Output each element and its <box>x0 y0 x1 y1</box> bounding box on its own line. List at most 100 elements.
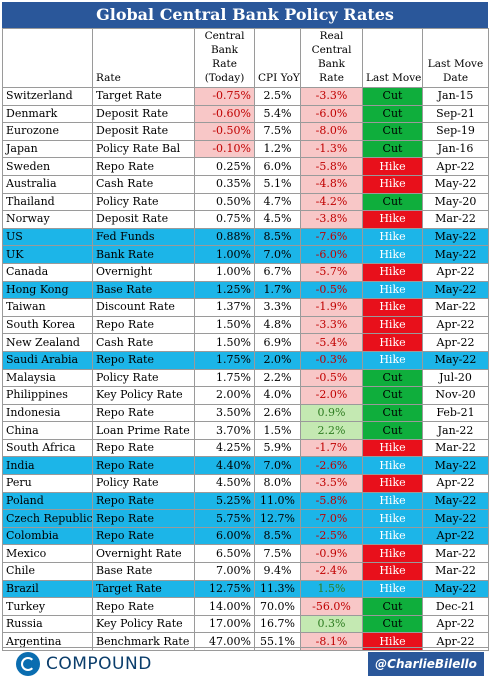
bank-rate-cell: 4.40% <box>194 456 255 476</box>
header-cpi: CPI YoY <box>254 28 301 88</box>
country-cell: India <box>2 456 93 476</box>
table-row: Brazil Target Rate 12.75% 11.3% 1.5% Hike May-… <box>2 579 489 599</box>
rate-name-cell: Base Rate <box>92 280 195 300</box>
table-row: UK Bank Rate 1.00% 7.0% -6.0% Hike May-22 <box>2 245 489 264</box>
rate-name-cell: Repo Rate <box>92 509 195 528</box>
last-move-date-cell: Apr-22 <box>422 526 489 546</box>
bank-rate-cell: -0.75% <box>194 87 255 106</box>
rate-name-cell: Policy Rate Bal <box>92 139 195 159</box>
table-title: Global Central Bank Policy Rates <box>2 2 488 28</box>
last-move-cell: Hike <box>362 562 423 581</box>
real-rate-cell: 0.9% <box>300 403 363 423</box>
real-rate-cell: -2.6% <box>300 456 363 476</box>
rate-name-cell: Repo Rate <box>92 597 195 616</box>
rate-name-cell: Cash Rate <box>92 333 195 352</box>
last-move-date-cell: Sep-21 <box>422 104 489 124</box>
cpi-cell: 2.5% <box>254 87 301 106</box>
rate-name-cell: Base Rate <box>92 562 195 581</box>
table-row: China Loan Prime Rate 3.70% 1.5% 2.2% Cut Jan-… <box>2 421 489 440</box>
last-move-date-cell: Apr-22 <box>422 474 489 493</box>
table-row: Colombia Repo Rate 6.00% 8.5% -2.5% Hike Apr-2… <box>2 526 489 546</box>
last-move-cell: Cut <box>362 104 423 124</box>
real-rate-cell: -3.8% <box>300 210 363 229</box>
cpi-cell: 7.0% <box>254 456 301 476</box>
bank-rate-cell: 12.75% <box>194 579 255 599</box>
real-rate-cell: -5.4% <box>300 333 363 352</box>
table-row: Thailand Policy Rate 0.50% 4.7% -4.2% Cut May-… <box>2 192 489 212</box>
rate-name-cell: Deposit Rate <box>92 210 195 229</box>
rate-name-cell: Fed Funds <box>92 227 195 247</box>
table-row: South Africa Repo Rate 4.25% 5.9% -1.7% Hike M… <box>2 438 489 458</box>
last-move-date-cell: May-22 <box>422 245 489 264</box>
bank-rate-cell: 1.50% <box>194 333 255 352</box>
last-move-date-cell: Nov-20 <box>422 386 489 405</box>
rate-name-cell: Loan Prime Rate <box>92 421 195 440</box>
last-move-cell: Hike <box>362 491 423 511</box>
real-rate-cell: -4.8% <box>300 174 363 194</box>
last-move-date-cell: May-22 <box>422 227 489 247</box>
last-move-cell: Hike <box>362 350 423 370</box>
rate-name-cell: Policy Rate <box>92 474 195 493</box>
last-move-date-cell: Feb-21 <box>422 403 489 423</box>
last-move-cell: Hike <box>362 632 423 651</box>
bank-rate-cell: 3.50% <box>194 403 255 423</box>
real-rate-cell: -0.5% <box>300 280 363 300</box>
table-row: US Fed Funds 0.88% 8.5% -7.6% Hike May-22 <box>2 227 489 247</box>
cpi-cell: 3.3% <box>254 298 301 317</box>
real-rate-cell: -1.3% <box>300 139 363 159</box>
cpi-cell: 2.6% <box>254 403 301 423</box>
bank-rate-cell: 17.00% <box>194 614 255 634</box>
last-move-date-cell: May-22 <box>422 456 489 476</box>
real-rate-cell: -3.5% <box>300 474 363 493</box>
last-move-cell: Cut <box>362 139 423 159</box>
last-move-cell: Cut <box>362 421 423 440</box>
real-rate-cell: -8.1% <box>300 632 363 651</box>
real-rate-cell: -56.0% <box>300 597 363 616</box>
real-rate-cell: -5.8% <box>300 491 363 511</box>
rate-name-cell: Repo Rate <box>92 350 195 370</box>
table-row: Japan Policy Rate Bal -0.10% 1.2% -1.3% Cut Ja… <box>2 139 489 159</box>
real-rate-cell: -0.3% <box>300 350 363 370</box>
last-move-cell: Hike <box>362 280 423 300</box>
last-move-cell: Hike <box>362 474 423 493</box>
last-move-cell: Cut <box>362 614 423 634</box>
cpi-cell: 6.7% <box>254 262 301 282</box>
rate-name-cell: Repo Rate <box>92 526 195 546</box>
header-real-rate: Real Central Bank Rate <box>300 28 363 88</box>
bank-rate-cell: 1.00% <box>194 245 255 264</box>
last-move-date-cell: Apr-22 <box>422 333 489 352</box>
real-rate-cell: 0.3% <box>300 614 363 634</box>
table-row: Turkey Repo Rate 14.00% 70.0% -56.0% Cut Dec-2… <box>2 597 489 616</box>
rate-name-cell: Repo Rate <box>92 403 195 423</box>
table-row: Philippines Key Policy Rate 2.00% 4.0% -2.0%… <box>2 386 489 405</box>
last-move-cell: Hike <box>362 438 423 458</box>
table-row: Taiwan Discount Rate 1.37% 3.3% -1.9% Hike Mar… <box>2 298 489 317</box>
rate-name-cell: Key Policy Rate <box>92 614 195 634</box>
bank-rate-cell: 7.00% <box>194 562 255 581</box>
country-cell: Poland <box>2 491 93 511</box>
table-row: Saudi Arabia Repo Rate 1.75% 2.0% -0.3% Hike M… <box>2 350 489 370</box>
cpi-cell: 9.4% <box>254 562 301 581</box>
rate-name-cell: Policy Rate <box>92 192 195 212</box>
country-cell: Taiwan <box>2 298 93 317</box>
cpi-cell: 7.0% <box>254 245 301 264</box>
cpi-cell: 5.4% <box>254 104 301 124</box>
rate-name-cell: Target Rate <box>92 87 195 106</box>
cpi-cell: 5.9% <box>254 438 301 458</box>
table-row: Argentina Benchmark Rate 47.00% 55.1% -8.1% H… <box>2 632 489 651</box>
table-row: Australia Cash Rate 0.35% 5.1% -4.8% Hike May-… <box>2 174 489 194</box>
rate-name-cell: Discount Rate <box>92 298 195 317</box>
country-cell: New Zealand <box>2 333 93 352</box>
rate-name-cell: Target Rate <box>92 579 195 599</box>
table-row: Chile Base Rate 7.00% 9.4% -2.4% Hike Mar-22 <box>2 562 489 581</box>
last-move-cell: Hike <box>362 262 423 282</box>
country-cell: Thailand <box>2 192 93 212</box>
country-cell: US <box>2 227 93 247</box>
last-move-cell: Hike <box>362 315 423 335</box>
last-move-cell: Hike <box>362 245 423 264</box>
rate-name-cell: Bank Rate <box>92 245 195 264</box>
bank-rate-cell: 0.25% <box>194 157 255 176</box>
bank-rate-cell: 0.88% <box>194 227 255 247</box>
bank-rate-cell: -0.10% <box>194 139 255 159</box>
